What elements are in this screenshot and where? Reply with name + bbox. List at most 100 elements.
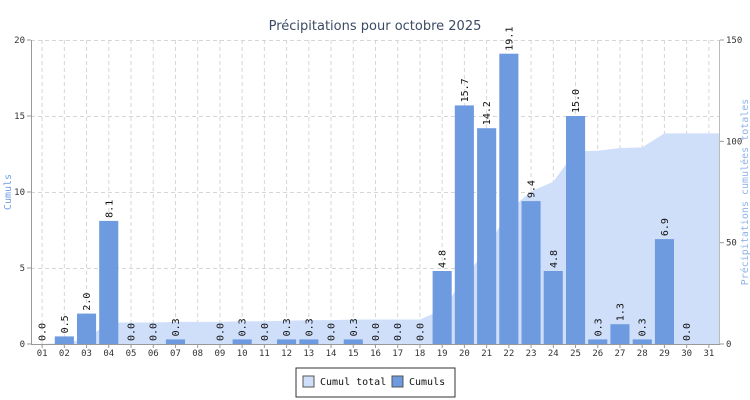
x-tick-label: 24 bbox=[548, 349, 559, 359]
legend: Cumul total Cumuls bbox=[295, 367, 456, 398]
y-ticks-right: 0 50 100 150 bbox=[720, 36, 742, 350]
x-tick-label: 14 bbox=[326, 349, 337, 359]
x-tick-label: 12 bbox=[281, 349, 292, 359]
y-tick-label-right: 0 bbox=[726, 340, 731, 350]
x-tick-label: 09 bbox=[214, 349, 225, 359]
x-tick-label: 17 bbox=[392, 349, 403, 359]
bar-label: 0.3 bbox=[171, 318, 182, 336]
bar-label: 0.0 bbox=[327, 323, 338, 341]
bar-label: 0.0 bbox=[682, 323, 693, 341]
y-axis-title-left: Cumuls bbox=[3, 174, 14, 210]
x-tick-label: 31 bbox=[703, 349, 714, 359]
bar-label: 0.3 bbox=[304, 318, 315, 336]
bar-label: 6.9 bbox=[660, 218, 671, 236]
x-tick-label: 21 bbox=[481, 349, 492, 359]
x-tick-label: 28 bbox=[637, 349, 648, 359]
bar bbox=[654, 239, 674, 344]
x-tick-label: 15 bbox=[348, 349, 359, 359]
x-tick-label: 08 bbox=[192, 349, 203, 359]
bar-label: 19.1 bbox=[504, 27, 515, 51]
x-tick-label: 18 bbox=[415, 349, 426, 359]
legend-label-cumul-total: Cumul total bbox=[320, 377, 386, 388]
y-tick-label-left: 10 bbox=[14, 188, 25, 198]
bar-label: 0.3 bbox=[238, 318, 249, 336]
x-tick-label: 05 bbox=[126, 349, 137, 359]
y-tick-label-right: 150 bbox=[726, 36, 742, 46]
bar bbox=[454, 105, 474, 345]
bar bbox=[588, 339, 608, 344]
bar-label: 15.0 bbox=[571, 89, 582, 113]
bar bbox=[499, 53, 519, 344]
bar bbox=[543, 271, 563, 344]
x-ticks: 01 02 03 04 05 06 07 08 09 10 11 12 13 14 15 16 17 18 19 20… bbox=[37, 344, 714, 359]
x-tick-label: 11 bbox=[259, 349, 270, 359]
bar-label: 0.3 bbox=[282, 318, 293, 336]
bar-label: 0.3 bbox=[593, 318, 604, 336]
y-tick-label-left: 5 bbox=[20, 264, 25, 274]
x-tick-label: 02 bbox=[59, 349, 70, 359]
x-tick-label: 29 bbox=[659, 349, 670, 359]
y-tick-label-right: 100 bbox=[726, 137, 742, 147]
bars bbox=[54, 53, 674, 345]
bar-label: 15.7 bbox=[460, 78, 471, 102]
x-tick-label: 16 bbox=[370, 349, 381, 359]
bar bbox=[99, 220, 119, 344]
legend-box bbox=[295, 367, 456, 398]
legend-label-cumuls: Cumuls bbox=[409, 377, 445, 388]
x-tick-label: 30 bbox=[681, 349, 692, 359]
x-tick-label: 25 bbox=[570, 349, 581, 359]
x-tick-label: 26 bbox=[592, 349, 603, 359]
x-tick-label: 27 bbox=[615, 349, 626, 359]
x-tick-label: 04 bbox=[103, 349, 114, 359]
y-ticks-left: 0 5 10 15 20 bbox=[14, 36, 31, 350]
bar bbox=[165, 339, 185, 344]
bar bbox=[277, 339, 297, 344]
bar-label: 0.0 bbox=[215, 323, 226, 341]
x-tick-label: 23 bbox=[526, 349, 537, 359]
bar bbox=[632, 339, 652, 344]
bar-label: 8.1 bbox=[104, 200, 115, 218]
bar-label: 0.0 bbox=[127, 323, 138, 341]
y-tick-label-left: 0 bbox=[20, 340, 25, 350]
bar bbox=[232, 339, 252, 344]
bar bbox=[521, 201, 541, 344]
bar-label: 0.0 bbox=[393, 323, 404, 341]
bar-label: 0.0 bbox=[149, 323, 160, 341]
bar-label: 9.4 bbox=[527, 180, 538, 198]
bar bbox=[610, 324, 630, 344]
x-tick-label: 03 bbox=[81, 349, 92, 359]
bar-label: 0.0 bbox=[371, 323, 382, 341]
bar-label: 14.2 bbox=[482, 101, 493, 125]
legend-swatch-cumul-total bbox=[302, 375, 315, 388]
x-tick-label: 01 bbox=[37, 349, 48, 359]
x-tick-label: 06 bbox=[148, 349, 159, 359]
bar bbox=[566, 116, 586, 344]
x-tick-label: 22 bbox=[503, 349, 514, 359]
y-tick-label-left: 20 bbox=[14, 36, 25, 46]
bar bbox=[477, 128, 497, 344]
chart-title: Précipitations pour octobre 2025 bbox=[269, 19, 482, 34]
bar-labels: 0.0 0.5 2.0 8.1 0.0 0.0 0.3 0.0 0.3 0.0 0.3 0.3 0.0 0… bbox=[38, 27, 694, 341]
x-tick-label: 07 bbox=[170, 349, 181, 359]
bar bbox=[343, 339, 363, 344]
y-axis-title-right: Précipitations cumulées totales bbox=[739, 99, 750, 286]
bar-label: 2.0 bbox=[82, 293, 93, 311]
x-tick-label: 20 bbox=[459, 349, 470, 359]
x-tick-label: 19 bbox=[437, 349, 448, 359]
y-tick-label-left: 15 bbox=[14, 112, 25, 122]
bar-label: 4.8 bbox=[438, 250, 449, 268]
x-tick-label: 13 bbox=[303, 349, 314, 359]
bar bbox=[299, 339, 319, 344]
bar bbox=[432, 271, 452, 344]
bar-label: 0.3 bbox=[349, 318, 360, 336]
bar-label: 0.0 bbox=[260, 323, 271, 341]
bar-label: 0.0 bbox=[38, 323, 49, 341]
bar bbox=[54, 336, 74, 344]
legend-swatch-cumuls bbox=[391, 375, 404, 388]
bar bbox=[77, 313, 97, 344]
bar-label: 0.5 bbox=[60, 315, 71, 333]
bar-label: 1.3 bbox=[616, 303, 627, 321]
y-tick-label-right: 50 bbox=[726, 239, 737, 249]
bar-label: 0.3 bbox=[638, 318, 649, 336]
